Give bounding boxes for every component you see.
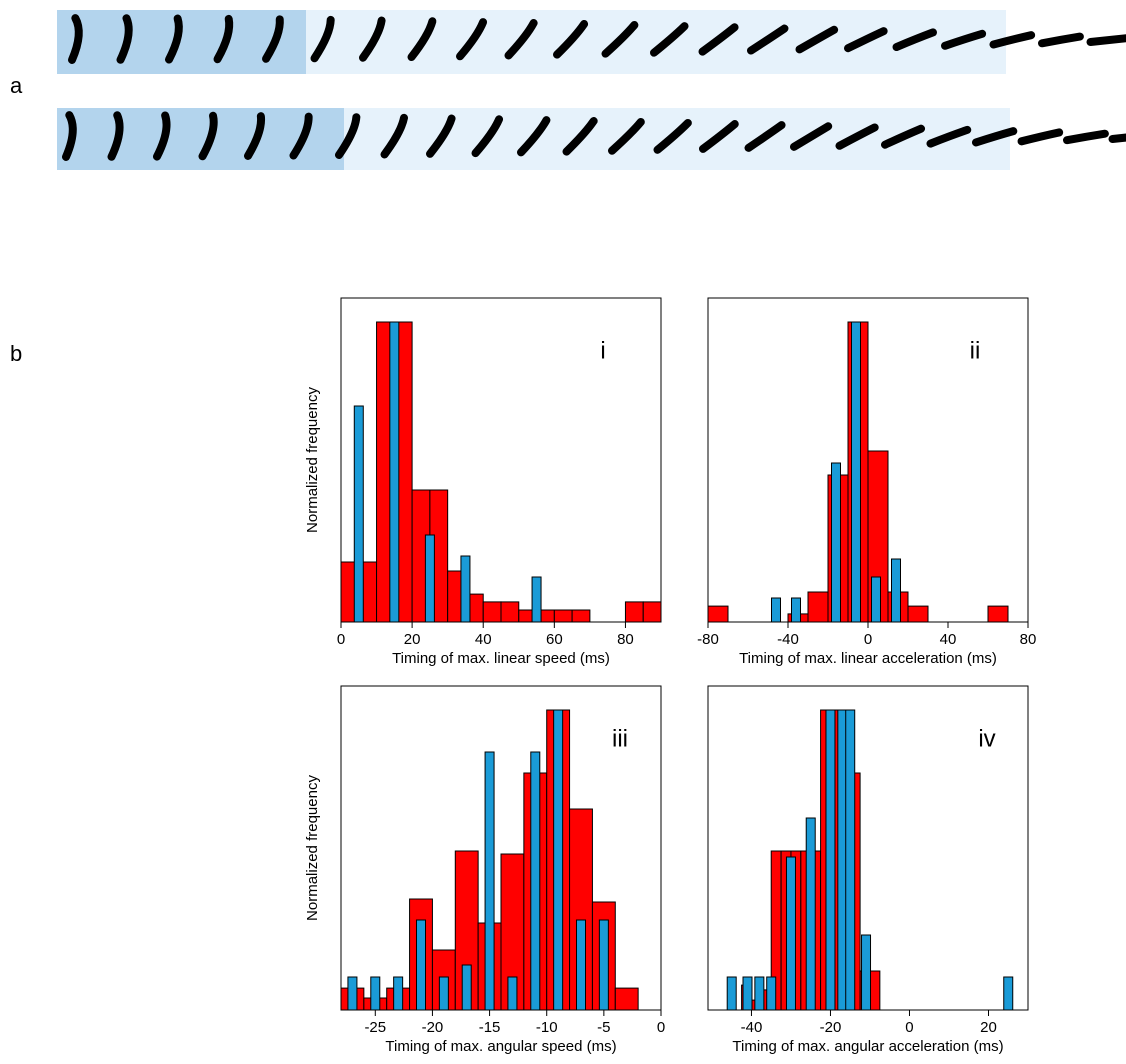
panel-annotation: i	[600, 337, 605, 364]
bar	[743, 977, 752, 1010]
x-tick-label: 0	[657, 1019, 665, 1036]
x-tick-label: -80	[697, 631, 719, 648]
fish	[1091, 38, 1126, 42]
x-tick-label: 80	[1020, 631, 1037, 648]
bar	[599, 920, 608, 1010]
bar	[846, 710, 855, 1010]
bar	[439, 977, 448, 1010]
bar	[461, 556, 470, 622]
x-tick-label: -15	[479, 1019, 501, 1036]
bar	[531, 752, 540, 1010]
bar	[371, 977, 380, 1010]
fish-strip	[57, 10, 1010, 170]
bar	[390, 322, 399, 622]
bar	[852, 322, 861, 622]
x-tick-label: -5	[597, 1019, 610, 1036]
panel-annotation: iii	[612, 725, 628, 752]
bar	[394, 977, 403, 1010]
histogram-bar	[908, 606, 928, 622]
histogram-bar	[625, 602, 643, 622]
x-tick-label: 80	[617, 631, 634, 648]
bar	[354, 406, 363, 622]
bar	[348, 977, 357, 1010]
bar	[755, 977, 764, 1010]
histogram-bar	[988, 606, 1008, 622]
x-axis-label: Timing of max. angular speed (ms)	[385, 1038, 616, 1055]
histogram-bar	[554, 610, 572, 622]
x-tick-label: -40	[777, 631, 799, 648]
histogram-bar	[870, 971, 880, 1010]
x-tick-label: -25	[364, 1019, 386, 1036]
page: {"panel_labels": ["a", "b"], "chart_data…	[0, 0, 1126, 1064]
x-tick-label: -20	[422, 1019, 444, 1036]
x-tick-label: 40	[475, 631, 492, 648]
bar	[485, 752, 494, 1010]
bar	[806, 818, 815, 1010]
y-axis-label: Normalized frequency	[304, 387, 321, 533]
histogram-bar	[483, 602, 501, 622]
histogram-bar	[708, 606, 728, 622]
fish	[1042, 37, 1080, 44]
bar	[462, 965, 471, 1010]
x-tick-label: -40	[741, 1019, 763, 1036]
bar	[727, 977, 736, 1010]
x-tick-label: 20	[980, 1019, 997, 1036]
x-axis-label: Timing of max. linear speed (ms)	[392, 650, 610, 667]
histogram-bar	[808, 592, 828, 622]
bar	[862, 935, 871, 1010]
bar	[786, 857, 795, 1010]
bar	[554, 710, 563, 1010]
bar	[508, 977, 517, 1010]
figure: a b 0 20 40 60 80 Timing of max. linear speed…	[0, 0, 1126, 1064]
x-tick-label: 0	[337, 631, 345, 648]
x-tick-label: 40	[940, 631, 957, 648]
fish	[1022, 132, 1060, 141]
histogram-bar	[643, 602, 661, 622]
bar	[767, 977, 776, 1010]
panel-label: a	[10, 73, 23, 98]
bar	[1004, 977, 1013, 1010]
bar	[872, 577, 881, 622]
x-tick-label: 0	[864, 631, 872, 648]
x-tick-label: -10	[536, 1019, 558, 1036]
fish	[1067, 134, 1105, 140]
histogram-bar	[615, 988, 638, 1010]
x-tick-label: 0	[905, 1019, 913, 1036]
panel-annotation: iv	[978, 725, 995, 752]
x-axis-label: Timing of max. linear acceleration (ms)	[739, 650, 997, 667]
bar	[892, 559, 901, 622]
x-axis-label: Timing of max. angular acceleration (ms)	[732, 1038, 1003, 1055]
bar	[772, 598, 781, 622]
histogram-bar	[572, 610, 590, 622]
bar	[417, 920, 426, 1010]
y-axis-label: Normalized frequency	[304, 775, 321, 921]
x-tick-label: 20	[404, 631, 421, 648]
bar	[577, 920, 586, 1010]
fish	[1113, 135, 1126, 139]
bar	[532, 577, 541, 622]
x-tick-label: -20	[820, 1019, 842, 1036]
bar	[425, 535, 434, 622]
bar	[832, 463, 841, 622]
bar	[826, 710, 835, 1010]
x-tick-label: 60	[546, 631, 563, 648]
histogram-bar	[501, 602, 519, 622]
bar	[792, 598, 801, 622]
panel-annotation: ii	[970, 337, 981, 364]
panel-label: b	[10, 341, 22, 366]
